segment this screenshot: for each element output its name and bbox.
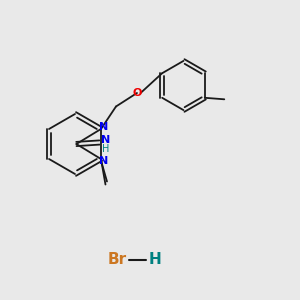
Text: N: N	[101, 135, 110, 145]
Text: O: O	[132, 88, 142, 98]
Text: Br: Br	[107, 252, 127, 267]
Text: N: N	[99, 122, 108, 132]
Text: H: H	[102, 144, 109, 154]
Text: N: N	[99, 156, 108, 166]
Text: H: H	[148, 252, 161, 267]
